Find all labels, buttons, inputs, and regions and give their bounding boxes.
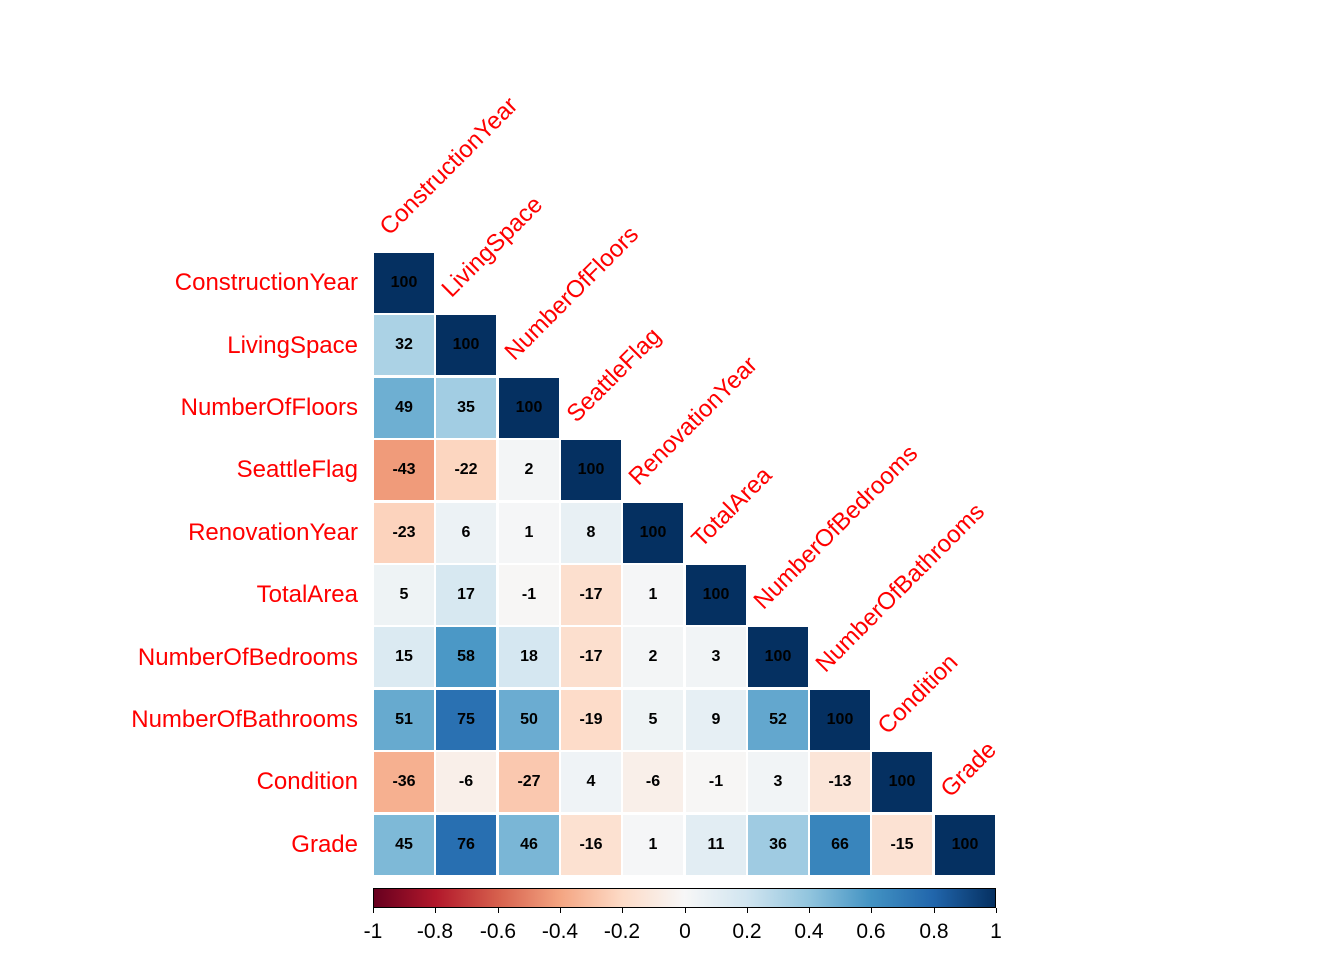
matrix-cell-Condition-TotalArea: -1: [685, 751, 747, 813]
colorbar-tick: [871, 908, 872, 913]
matrix-cell-Grade-SeattleFlag: -16: [560, 814, 622, 876]
column-label-Condition: Condition: [872, 648, 964, 740]
matrix-cell-SeattleFlag-ConstructionYear: -43: [373, 439, 435, 501]
column-label-SeattleFlag: SeattleFlag: [561, 322, 667, 428]
colorbar-tick-label: -0.6: [479, 920, 517, 943]
matrix-cell-TotalArea-ConstructionYear: 5: [373, 564, 435, 626]
matrix-cell-Grade-NumberOfBedrooms: 36: [747, 814, 809, 876]
matrix-cell-TotalArea-RenovationYear: 1: [622, 564, 684, 626]
row-label-RenovationYear: RenovationYear: [188, 519, 358, 546]
matrix-cell-Condition-LivingSpace: -6: [435, 751, 497, 813]
matrix-cell-NumberOfBedrooms-TotalArea: 3: [685, 626, 747, 688]
row-label-SeattleFlag: SeattleFlag: [236, 456, 358, 483]
matrix-cell-LivingSpace-ConstructionYear: 32: [373, 314, 435, 376]
colorbar-tick: [996, 908, 997, 913]
matrix-cell-TotalArea-SeattleFlag: -17: [560, 564, 622, 626]
matrix-cell-NumberOfBathrooms-SeattleFlag: -19: [560, 689, 622, 751]
matrix-cell-NumberOfFloors-NumberOfFloors: 100: [498, 377, 560, 439]
row-label-Condition: Condition: [256, 768, 358, 795]
colorbar-tick-label: 0: [679, 920, 691, 943]
matrix-cell-Condition-NumberOfBathrooms: -13: [809, 751, 871, 813]
row-label-NumberOfBedrooms: NumberOfBedrooms: [137, 644, 358, 671]
matrix-cell-Condition-ConstructionYear: -36: [373, 751, 435, 813]
matrix-cell-Grade-RenovationYear: 1: [622, 814, 684, 876]
row-label-TotalArea: TotalArea: [256, 581, 358, 608]
matrix-cell-RenovationYear-NumberOfFloors: 1: [498, 502, 560, 564]
colorbar-tick: [809, 908, 810, 913]
colorbar-tick: [685, 908, 686, 913]
matrix-cell-NumberOfBathrooms-TotalArea: 9: [685, 689, 747, 751]
matrix-cell-NumberOfBedrooms-NumberOfBedrooms: 100: [747, 626, 809, 688]
colorbar-tick-label: 0.6: [856, 920, 886, 943]
matrix-cell-NumberOfBedrooms-LivingSpace: 58: [435, 626, 497, 688]
row-label-LivingSpace: LivingSpace: [227, 332, 358, 359]
colorbar-tick-label: 0.8: [919, 920, 949, 943]
row-label-ConstructionYear: ConstructionYear: [174, 269, 358, 296]
column-label-RenovationYear: RenovationYear: [623, 351, 763, 491]
matrix-cell-Condition-NumberOfFloors: -27: [498, 751, 560, 813]
matrix-cell-Condition-Condition: 100: [871, 751, 933, 813]
matrix-cell-NumberOfBedrooms-NumberOfFloors: 18: [498, 626, 560, 688]
matrix-cell-RenovationYear-SeattleFlag: 8: [560, 502, 622, 564]
colorbar-tick: [747, 908, 748, 913]
matrix-cell-Condition-NumberOfBedrooms: 3: [747, 751, 809, 813]
matrix-cell-TotalArea-LivingSpace: 17: [435, 564, 497, 626]
colorbar-tick-label: -0.8: [416, 920, 454, 943]
matrix-cell-RenovationYear-RenovationYear: 100: [622, 502, 684, 564]
matrix-cell-Grade-NumberOfFloors: 46: [498, 814, 560, 876]
matrix-cell-ConstructionYear-ConstructionYear: 100: [373, 252, 435, 314]
colorbar-tick: [435, 908, 436, 913]
matrix-cell-NumberOfBathrooms-NumberOfFloors: 50: [498, 689, 560, 751]
matrix-cell-NumberOfBathrooms-RenovationYear: 5: [622, 689, 684, 751]
matrix-cell-Grade-TotalArea: 11: [685, 814, 747, 876]
matrix-cell-LivingSpace-LivingSpace: 100: [435, 314, 497, 376]
colorbar-tick: [373, 908, 374, 913]
colorbar: [373, 888, 996, 908]
matrix-cell-NumberOfFloors-ConstructionYear: 49: [373, 377, 435, 439]
matrix-cell-Condition-SeattleFlag: 4: [560, 751, 622, 813]
matrix-cell-RenovationYear-LivingSpace: 6: [435, 502, 497, 564]
matrix-cell-NumberOfBathrooms-NumberOfBedrooms: 52: [747, 689, 809, 751]
matrix-cell-Grade-Grade: 100: [934, 814, 996, 876]
matrix-cell-SeattleFlag-NumberOfFloors: 2: [498, 439, 560, 501]
colorbar-tick-label: 0.4: [794, 920, 824, 943]
matrix-cell-NumberOfBathrooms-NumberOfBathrooms: 100: [809, 689, 871, 751]
matrix-cell-NumberOfBathrooms-ConstructionYear: 51: [373, 689, 435, 751]
colorbar-tick-label: -0.4: [541, 920, 579, 943]
row-label-Grade: Grade: [291, 831, 358, 858]
matrix-cell-Grade-NumberOfBathrooms: 66: [809, 814, 871, 876]
colorbar-tick-label: -0.2: [603, 920, 641, 943]
matrix-cell-Grade-LivingSpace: 76: [435, 814, 497, 876]
colorbar-tick: [934, 908, 935, 913]
matrix-cell-NumberOfBathrooms-LivingSpace: 75: [435, 689, 497, 751]
matrix-cell-TotalArea-NumberOfFloors: -1: [498, 564, 560, 626]
matrix-cell-NumberOfFloors-LivingSpace: 35: [435, 377, 497, 439]
column-label-TotalArea: TotalArea: [686, 461, 778, 553]
colorbar-tick: [498, 908, 499, 913]
matrix-cell-SeattleFlag-LivingSpace: -22: [435, 439, 497, 501]
colorbar-tick: [560, 908, 561, 913]
matrix-cell-NumberOfBedrooms-ConstructionYear: 15: [373, 626, 435, 688]
matrix-cell-Condition-RenovationYear: -6: [622, 751, 684, 813]
matrix-cell-NumberOfBedrooms-RenovationYear: 2: [622, 626, 684, 688]
matrix-cell-RenovationYear-ConstructionYear: -23: [373, 502, 435, 564]
column-label-Grade: Grade: [935, 736, 1002, 803]
row-label-NumberOfBathrooms: NumberOfBathrooms: [131, 706, 358, 733]
colorbar-tick-label: -1: [363, 920, 383, 943]
matrix-cell-NumberOfBedrooms-SeattleFlag: -17: [560, 626, 622, 688]
matrix-cell-TotalArea-TotalArea: 100: [685, 564, 747, 626]
row-label-NumberOfFloors: NumberOfFloors: [180, 394, 358, 421]
matrix-cell-SeattleFlag-SeattleFlag: 100: [560, 439, 622, 501]
colorbar-tick: [622, 908, 623, 913]
colorbar-tick-label: 1: [990, 920, 1002, 943]
matrix-cell-Grade-Condition: -15: [871, 814, 933, 876]
colorbar-tick-label: 0.2: [732, 920, 762, 943]
column-label-LivingSpace: LivingSpace: [436, 191, 549, 303]
matrix-cell-Grade-ConstructionYear: 45: [373, 814, 435, 876]
